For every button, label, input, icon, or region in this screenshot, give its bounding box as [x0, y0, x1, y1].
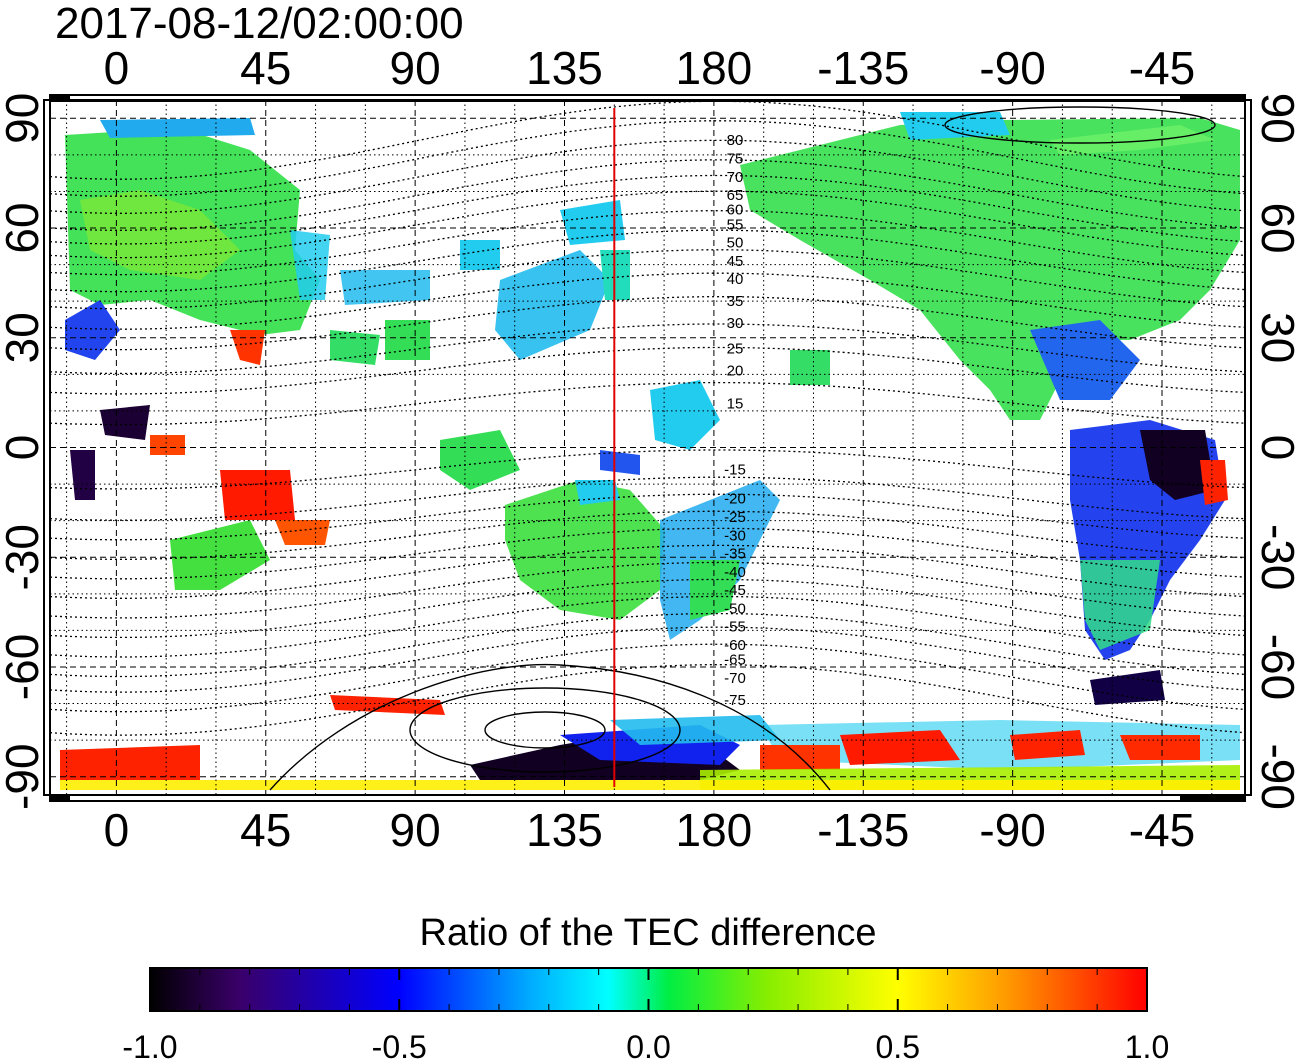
- colorbar-title: Ratio of the TEC difference: [420, 912, 877, 954]
- contour-label: 15: [727, 396, 744, 413]
- contour-line: [50, 296, 1245, 351]
- contour-label: 75: [727, 151, 744, 168]
- lon-tick-label-bottom: 180: [676, 804, 753, 856]
- lon-tick-label-bottom: 135: [526, 804, 603, 856]
- contour-line: [50, 120, 1245, 197]
- map-frame-right-bar: [1244, 99, 1252, 796]
- contour-label: -35: [724, 546, 746, 563]
- contour-label: 25: [727, 341, 744, 358]
- lat-tick-label-right: 0: [1252, 435, 1296, 461]
- contour-line: [50, 578, 1245, 639]
- contour-label: 30: [727, 315, 744, 332]
- lat-tick-label-left: 0: [0, 435, 48, 461]
- lon-tick-label-top: -90: [979, 42, 1045, 94]
- lat-tick-label-right: 60: [1252, 202, 1296, 253]
- lon-tick-label-top: 90: [390, 42, 441, 94]
- lon-tick-label-top: 180: [676, 42, 753, 94]
- magnetic-latitude-contours: [50, 100, 1245, 736]
- lon-tick-label-bottom: -90: [979, 804, 1045, 856]
- lat-tick-label-right: 30: [1252, 312, 1296, 363]
- lat-tick-label-left: 60: [0, 202, 48, 253]
- frame-segment: [50, 95, 70, 101]
- colorbar-tick-label: 0.5: [876, 1029, 920, 1064]
- colorbar-tick-label: 1.0: [1125, 1029, 1169, 1064]
- contour-label: 65: [727, 187, 744, 204]
- lon-tick-label-top: 0: [104, 42, 130, 94]
- contour-line: [50, 612, 1245, 678]
- contour-line: [50, 272, 1245, 330]
- lon-tick-label-bottom: 0: [104, 804, 130, 856]
- polar-rings: [269, 106, 1216, 791]
- contour-label: -25: [724, 509, 746, 526]
- map-frame-bottom-bar: [49, 794, 1246, 802]
- frame-segment: [50, 795, 70, 801]
- contour-label: -65: [724, 652, 746, 669]
- lat-tick-label-left: 30: [0, 312, 48, 363]
- contour-line: [50, 323, 1245, 375]
- lat-tick-label-right: -90: [1252, 743, 1296, 809]
- contour-label: -15: [724, 461, 746, 478]
- contour-line: [50, 229, 1245, 293]
- contour-line: [50, 595, 1245, 658]
- frame-segment: [1180, 95, 1245, 101]
- lat-tick-label-right: 90: [1252, 93, 1296, 144]
- lon-tick-label-bottom: 90: [390, 804, 441, 856]
- contour-label: 80: [727, 132, 744, 149]
- map-frame-left-bar: [43, 99, 51, 796]
- contour-line: [50, 544, 1245, 599]
- contour-label: 50: [727, 235, 744, 252]
- contour-label: -55: [724, 619, 746, 636]
- latitude-ticks-right: 90 60 30 0 -30 -60 -90: [1252, 93, 1296, 810]
- lat-tick-label-left: -90: [0, 743, 48, 809]
- lon-tick-label-top: 45: [240, 42, 291, 94]
- lat-tick-label-right: -60: [1252, 634, 1296, 700]
- tec-data-field: [60, 112, 1240, 790]
- contour-label: -60: [724, 637, 746, 654]
- latitude-ticks-left: 90 60 30 0 -30 -60 -90: [0, 93, 48, 810]
- lat-tick-label-left: -60: [0, 634, 48, 700]
- contour-label: 55: [727, 216, 744, 233]
- contour-line: [50, 210, 1245, 276]
- longitude-ticks-top: 0 45 90 135 180 -135 -90 -45: [104, 42, 1196, 94]
- lon-tick-label-top: 135: [526, 42, 603, 94]
- lon-tick-label-top: -135: [817, 42, 909, 94]
- contour-label: -40: [724, 564, 746, 581]
- colorbar-tick-label: -0.5: [372, 1029, 427, 1064]
- contour-label: 40: [727, 271, 744, 288]
- grid-lines: [50, 100, 1245, 795]
- contour-label: -50: [724, 600, 746, 617]
- lon-tick-label-top: -45: [1129, 42, 1195, 94]
- contour-line: [50, 561, 1245, 619]
- lon-tick-label-bottom: 45: [240, 804, 291, 856]
- lon-tick-label-bottom: -45: [1129, 804, 1195, 856]
- contour-label: -20: [724, 491, 746, 508]
- lon-tick-label-bottom: -135: [817, 804, 909, 856]
- colorbar-tick-label: -1.0: [122, 1029, 177, 1064]
- contour-label: 45: [727, 253, 744, 270]
- contour-label: -70: [724, 670, 746, 687]
- colorbar-tick-label: 0.0: [626, 1029, 670, 1064]
- contour-label: -30: [724, 527, 746, 544]
- lat-tick-label-left: 90: [0, 93, 48, 144]
- contour-label: 70: [727, 169, 744, 186]
- contour-label: 35: [727, 293, 744, 310]
- contour-line: [50, 249, 1245, 310]
- lat-tick-label-left: -30: [0, 524, 48, 590]
- lat-tick-label-right: -30: [1252, 524, 1296, 590]
- map-frame-top-bar: [49, 94, 1246, 102]
- frame-segment: [1180, 795, 1245, 801]
- contour-label: 60: [727, 202, 744, 219]
- longitude-ticks-bottom: 0 45 90 135 180 -135 -90 -45: [104, 804, 1196, 856]
- contour-label: -45: [724, 582, 746, 599]
- contour-line: [50, 100, 1245, 180]
- contour-line: [50, 626, 1245, 693]
- contour-label: 20: [727, 363, 744, 380]
- colorbar-ticks: -1.0 -0.5 0.0 0.5 1.0: [122, 968, 1169, 1064]
- figure-title: 2017-08-12/02:00:00: [55, 0, 464, 48]
- contour-label: -75: [724, 692, 746, 709]
